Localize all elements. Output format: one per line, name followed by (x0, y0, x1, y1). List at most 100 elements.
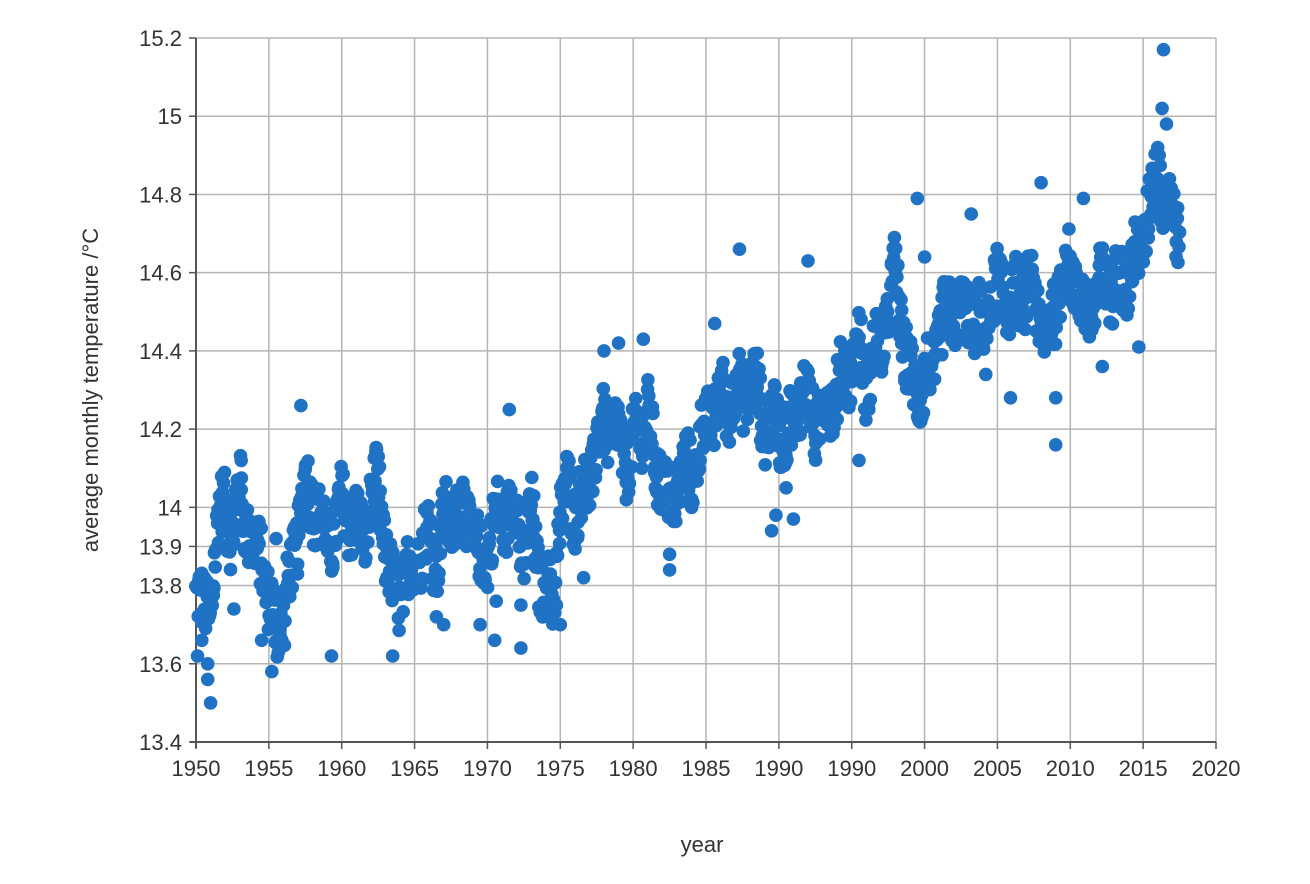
data-point (1156, 221, 1170, 235)
data-point (432, 566, 446, 580)
data-point (234, 482, 248, 497)
data-point (1159, 117, 1174, 131)
data-point (469, 529, 484, 544)
data-point (1053, 310, 1067, 325)
data-point (600, 455, 615, 470)
data-point (1076, 191, 1091, 206)
data-point (234, 453, 248, 468)
data-point (582, 498, 597, 513)
data-point (693, 453, 707, 468)
data-point (1132, 340, 1146, 354)
data-point (400, 535, 415, 549)
data-point (611, 336, 626, 350)
data-point (489, 594, 504, 608)
x-tick-label: 1960 (317, 756, 366, 781)
data-point (722, 435, 737, 449)
y-tick-label: 13.9 (139, 534, 182, 559)
data-point (779, 481, 793, 495)
data-point (882, 317, 897, 332)
data-point (736, 424, 751, 438)
data-point (200, 672, 215, 687)
data-point (1170, 211, 1185, 226)
data-point (190, 649, 205, 663)
x-tick-label: 2015 (1119, 756, 1168, 781)
data-point (686, 495, 700, 510)
data-point (277, 638, 292, 653)
data-point (1031, 283, 1045, 298)
data-point (641, 373, 655, 387)
y-axis-label: average monthly temperature /°C (78, 228, 103, 552)
data-point (474, 519, 488, 533)
data-point (874, 365, 889, 379)
data-point (625, 460, 639, 474)
data-point (359, 551, 373, 565)
data-point (908, 358, 922, 373)
data-point (549, 598, 564, 612)
data-point (294, 398, 308, 413)
data-point (597, 344, 611, 358)
data-point (504, 483, 518, 498)
data-point (502, 402, 517, 417)
data-point (216, 476, 231, 490)
data-point (1172, 240, 1186, 254)
data-point (225, 515, 240, 529)
data-point (1171, 255, 1185, 270)
data-point (812, 432, 827, 446)
data-point (994, 255, 1009, 270)
data-point (1018, 322, 1033, 337)
x-tick-label: 1990 (754, 756, 803, 781)
y-tick-label: 15 (158, 104, 182, 129)
data-point (863, 392, 878, 407)
data-point (208, 560, 222, 574)
x-tick-label: 1955 (244, 756, 293, 781)
data-point (1048, 391, 1063, 405)
data-point (1024, 248, 1039, 263)
data-point (923, 382, 937, 397)
data-point (622, 476, 637, 491)
data-point (473, 617, 487, 632)
data-point (808, 453, 823, 468)
y-tick-label: 14.6 (139, 261, 182, 286)
data-point (200, 657, 215, 671)
data-point (317, 494, 331, 508)
data-point (768, 380, 782, 394)
data-point (801, 254, 815, 268)
data-point (1162, 172, 1177, 186)
data-point (1155, 101, 1169, 116)
data-point (548, 575, 563, 590)
data-point (485, 553, 500, 567)
data-point (707, 438, 721, 453)
x-tick-label: 1985 (682, 756, 731, 781)
y-tick-label: 14 (158, 495, 182, 520)
data-point (830, 412, 844, 427)
y-tick-label: 13.6 (139, 652, 182, 677)
data-point (927, 372, 942, 387)
data-point (1122, 289, 1137, 304)
data-point (1153, 158, 1167, 173)
data-point (1105, 317, 1120, 331)
data-point (290, 567, 305, 581)
data-point (217, 465, 232, 480)
data-point (764, 524, 779, 538)
data-point (433, 546, 448, 561)
data-point (254, 633, 269, 648)
data-point (372, 460, 387, 474)
data-point (942, 275, 957, 290)
data-point (894, 292, 908, 307)
data-point (436, 617, 451, 632)
data-point (750, 346, 765, 361)
data-point (487, 633, 502, 648)
data-point (195, 633, 209, 648)
data-point (269, 531, 283, 546)
data-point (784, 438, 799, 452)
data-point (550, 548, 565, 563)
data-point (910, 191, 925, 206)
data-point (662, 563, 677, 577)
data-point (396, 605, 411, 619)
data-point (1156, 42, 1171, 57)
data-point (854, 312, 868, 327)
data-point (326, 556, 340, 571)
data-point (707, 316, 722, 331)
y-tick-label: 15.2 (139, 26, 182, 51)
data-point (905, 341, 919, 356)
